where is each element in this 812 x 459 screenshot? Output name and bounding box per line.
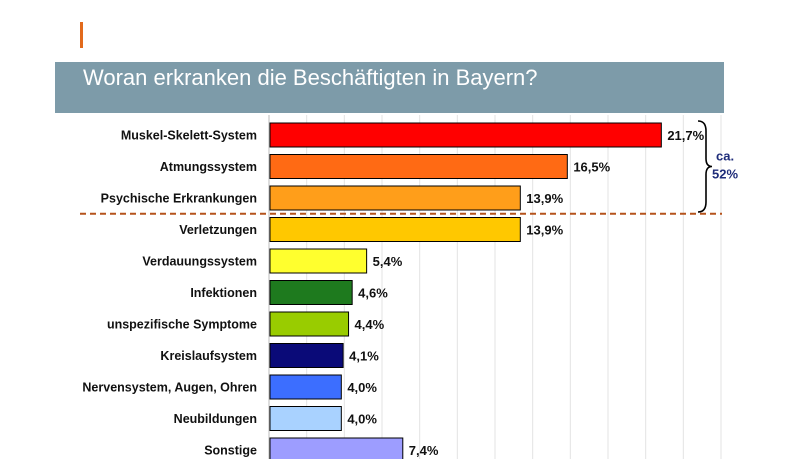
title-bar: Woran erkranken die Beschäftigten in Bay… — [55, 62, 724, 113]
value-label: 4,1% — [349, 349, 379, 364]
bar — [269, 343, 344, 368]
value-label: 7,4% — [409, 443, 439, 458]
bar — [269, 374, 342, 400]
bar — [269, 406, 342, 431]
category-label: Verletzungen — [179, 223, 257, 237]
category-label: Neubildungen — [174, 412, 257, 426]
bar — [269, 311, 350, 337]
value-label: 13,9% — [526, 191, 563, 206]
bar — [269, 280, 353, 305]
value-label: 5,4% — [373, 254, 403, 269]
value-label: 13,9% — [526, 223, 563, 238]
value-label: 4,0% — [347, 412, 377, 427]
category-label: Muskel-Skelett-System — [121, 129, 257, 143]
bar — [269, 154, 568, 179]
bar — [269, 248, 368, 274]
category-label: unspezifische Symptome — [107, 318, 257, 332]
group-brace — [697, 120, 713, 213]
annotation-label: ca. — [716, 149, 734, 164]
category-label: Sonstige — [204, 444, 257, 458]
chart-title: Woran erkranken die Beschäftigten in Bay… — [83, 65, 538, 90]
category-label: Nervensystem, Augen, Ohren — [82, 381, 257, 395]
value-label: 4,6% — [358, 286, 388, 301]
category-label: Infektionen — [190, 286, 257, 300]
category-label: Kreislaufsystem — [160, 349, 257, 363]
accent-mark — [80, 22, 83, 48]
value-label: 21,7% — [667, 128, 704, 143]
bar — [269, 185, 521, 211]
category-label: Psychische Erkrankungen — [101, 192, 257, 206]
category-label: Verdauungssystem — [142, 255, 257, 269]
annotation-label: 52% — [712, 167, 738, 182]
bar — [269, 217, 521, 242]
value-label: 4,4% — [355, 317, 385, 332]
value-label: 16,5% — [573, 160, 610, 175]
value-label: 4,0% — [347, 380, 377, 395]
category-label: Atmungssystem — [160, 160, 257, 174]
bar — [269, 122, 662, 148]
bar — [269, 437, 404, 459]
